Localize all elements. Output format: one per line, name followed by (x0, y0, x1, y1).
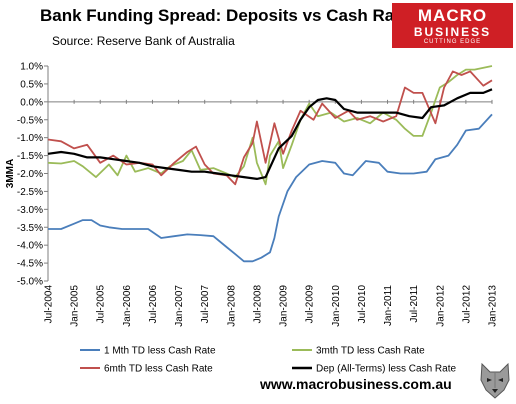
legend-label-six-month: 6mth TD less Cash Rate (104, 364, 213, 375)
y-tick-label: 0.0% (20, 97, 43, 108)
y-tick-label: -1.5% (17, 151, 43, 162)
x-tick-label: Jul-2011 (409, 285, 420, 323)
y-tick-label: -5.0% (17, 277, 43, 288)
x-tick-label: Jan-2012 (435, 285, 446, 327)
y-tick-label: -3.5% (17, 223, 43, 234)
logo-line-1: MACRO (417, 6, 488, 25)
legend-label-one-month: 1 Mth TD less Cash Rate (104, 346, 216, 357)
x-tick-label: Jul-2009 (305, 285, 316, 324)
x-tick-label: Jul-2006 (148, 285, 159, 324)
x-tick-label: Jul-2004 (44, 285, 55, 324)
x-tick-label: Jan-2009 (279, 285, 290, 327)
x-tick-label: Jul-2007 (200, 285, 211, 324)
chart-series (47, 65, 493, 263)
macrobusiness-logo: MACRO BUSINESS CUTTING EDGE (392, 3, 513, 48)
chart-title: Bank Funding Spread: Deposits vs Cash Ra… (40, 6, 410, 25)
y-tick-label: -0.5% (17, 115, 43, 126)
chart-axes: 1.0% 0.5% 0.0% -0.5% -1.0% -1.5% -2.0% -2.5% -3.… (5, 62, 499, 327)
wolf-head-icon (480, 362, 510, 399)
x-tick-label: Jul-2010 (357, 285, 368, 324)
y-axis-title: 3MMA (5, 159, 16, 188)
x-tick-label: Jul-2008 (252, 285, 263, 324)
y-tick-label: -3.0% (17, 205, 43, 216)
series-line-one-month (48, 113, 493, 263)
y-tick-label: -4.0% (17, 241, 43, 252)
chart-legend: 1 Mth TD less Cash Rate 3mth TD less Cash… (80, 346, 456, 375)
chart-source: Source: Reserve Bank of Australia (52, 34, 235, 48)
logo-line-2: BUSINESS (413, 25, 492, 39)
x-tick-label: Jan-2010 (331, 285, 342, 327)
x-tick-label: Jan-2011 (383, 285, 394, 326)
x-tick-label: Jan-2006 (122, 285, 133, 327)
x-tick-label: Jan-2013 (488, 285, 499, 327)
website-url: www.macrobusiness.com.au (260, 376, 452, 392)
y-tick-label: 1.0% (20, 62, 43, 73)
x-tick-label: Jul-2012 (461, 285, 472, 324)
x-tick-label: Jan-2007 (174, 285, 185, 327)
y-tick-label: -4.5% (17, 259, 43, 270)
x-tick-label: Jan-2008 (226, 285, 237, 327)
legend-label-three-month: 3mth TD less Cash Rate (316, 346, 425, 357)
series-line-dep-all-terms (47, 88, 493, 180)
x-tick-label: Jul-2005 (96, 285, 107, 324)
legend-label-dep-all-terms: Dep (All-Terms) less Cash Rate (316, 364, 456, 375)
y-tick-label: -1.0% (17, 133, 43, 144)
y-tick-label: -2.0% (17, 169, 43, 180)
y-tick-label: -2.5% (17, 187, 43, 198)
x-tick-label: Jan-2005 (70, 285, 81, 327)
logo-line-3: CUTTING EDGE (423, 39, 482, 45)
y-tick-label: 0.5% (20, 79, 43, 90)
